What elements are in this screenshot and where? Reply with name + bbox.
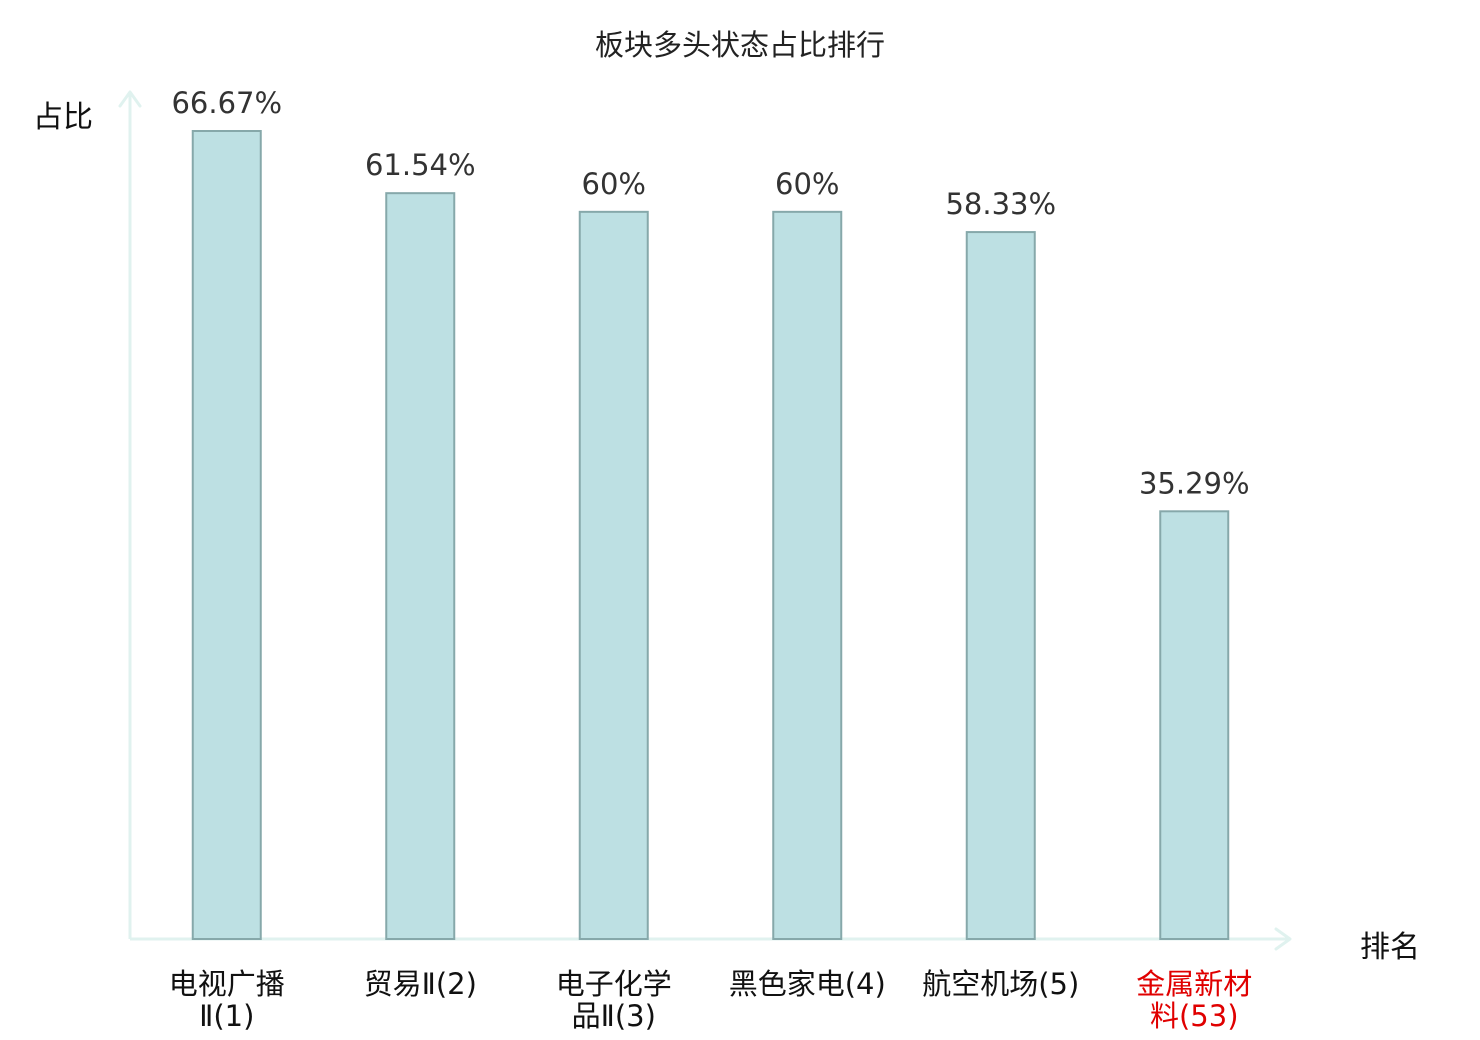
x-tick-label: 电视广播	[169, 967, 285, 1001]
x-tick-label: 航空机场(5)	[922, 967, 1079, 1001]
data-label: 61.54%	[365, 148, 476, 182]
bar	[385, 192, 456, 940]
axes	[118, 90, 1292, 951]
x-tick-label: 料(53)	[1150, 999, 1239, 1033]
data-label: 60%	[775, 167, 839, 201]
x-tick-label: 黑色家电(4)	[729, 967, 886, 1001]
data-label: 35.29%	[1139, 466, 1250, 500]
x-tick-label: 金属新材	[1136, 967, 1252, 1001]
bar	[772, 210, 843, 940]
bar	[1159, 510, 1230, 940]
x-tick-label: Ⅱ(1)	[199, 999, 254, 1033]
x-axis-arrow-icon	[1274, 927, 1292, 951]
chart-title: 板块多头状态占比排行	[594, 28, 885, 62]
x-tick-label: 贸易Ⅱ(2)	[364, 967, 477, 1001]
bars	[191, 130, 1230, 940]
x-axis-label: 排名	[1360, 930, 1420, 965]
data-label: 60%	[582, 167, 646, 201]
y-axis-label: 占比	[33, 100, 93, 135]
value-labels: 66.67% 61.54% 60% 60% 58.33% 35.29%	[171, 86, 1249, 500]
x-tick-label: 电子化学	[556, 967, 672, 1001]
y-axis-arrow-icon	[118, 90, 142, 108]
data-label: 66.67%	[171, 86, 282, 120]
data-label: 58.33%	[945, 187, 1056, 221]
x-tick-label: 品Ⅱ(3)	[572, 999, 656, 1033]
bar	[965, 231, 1036, 940]
bar	[578, 210, 649, 940]
bar	[191, 130, 262, 940]
